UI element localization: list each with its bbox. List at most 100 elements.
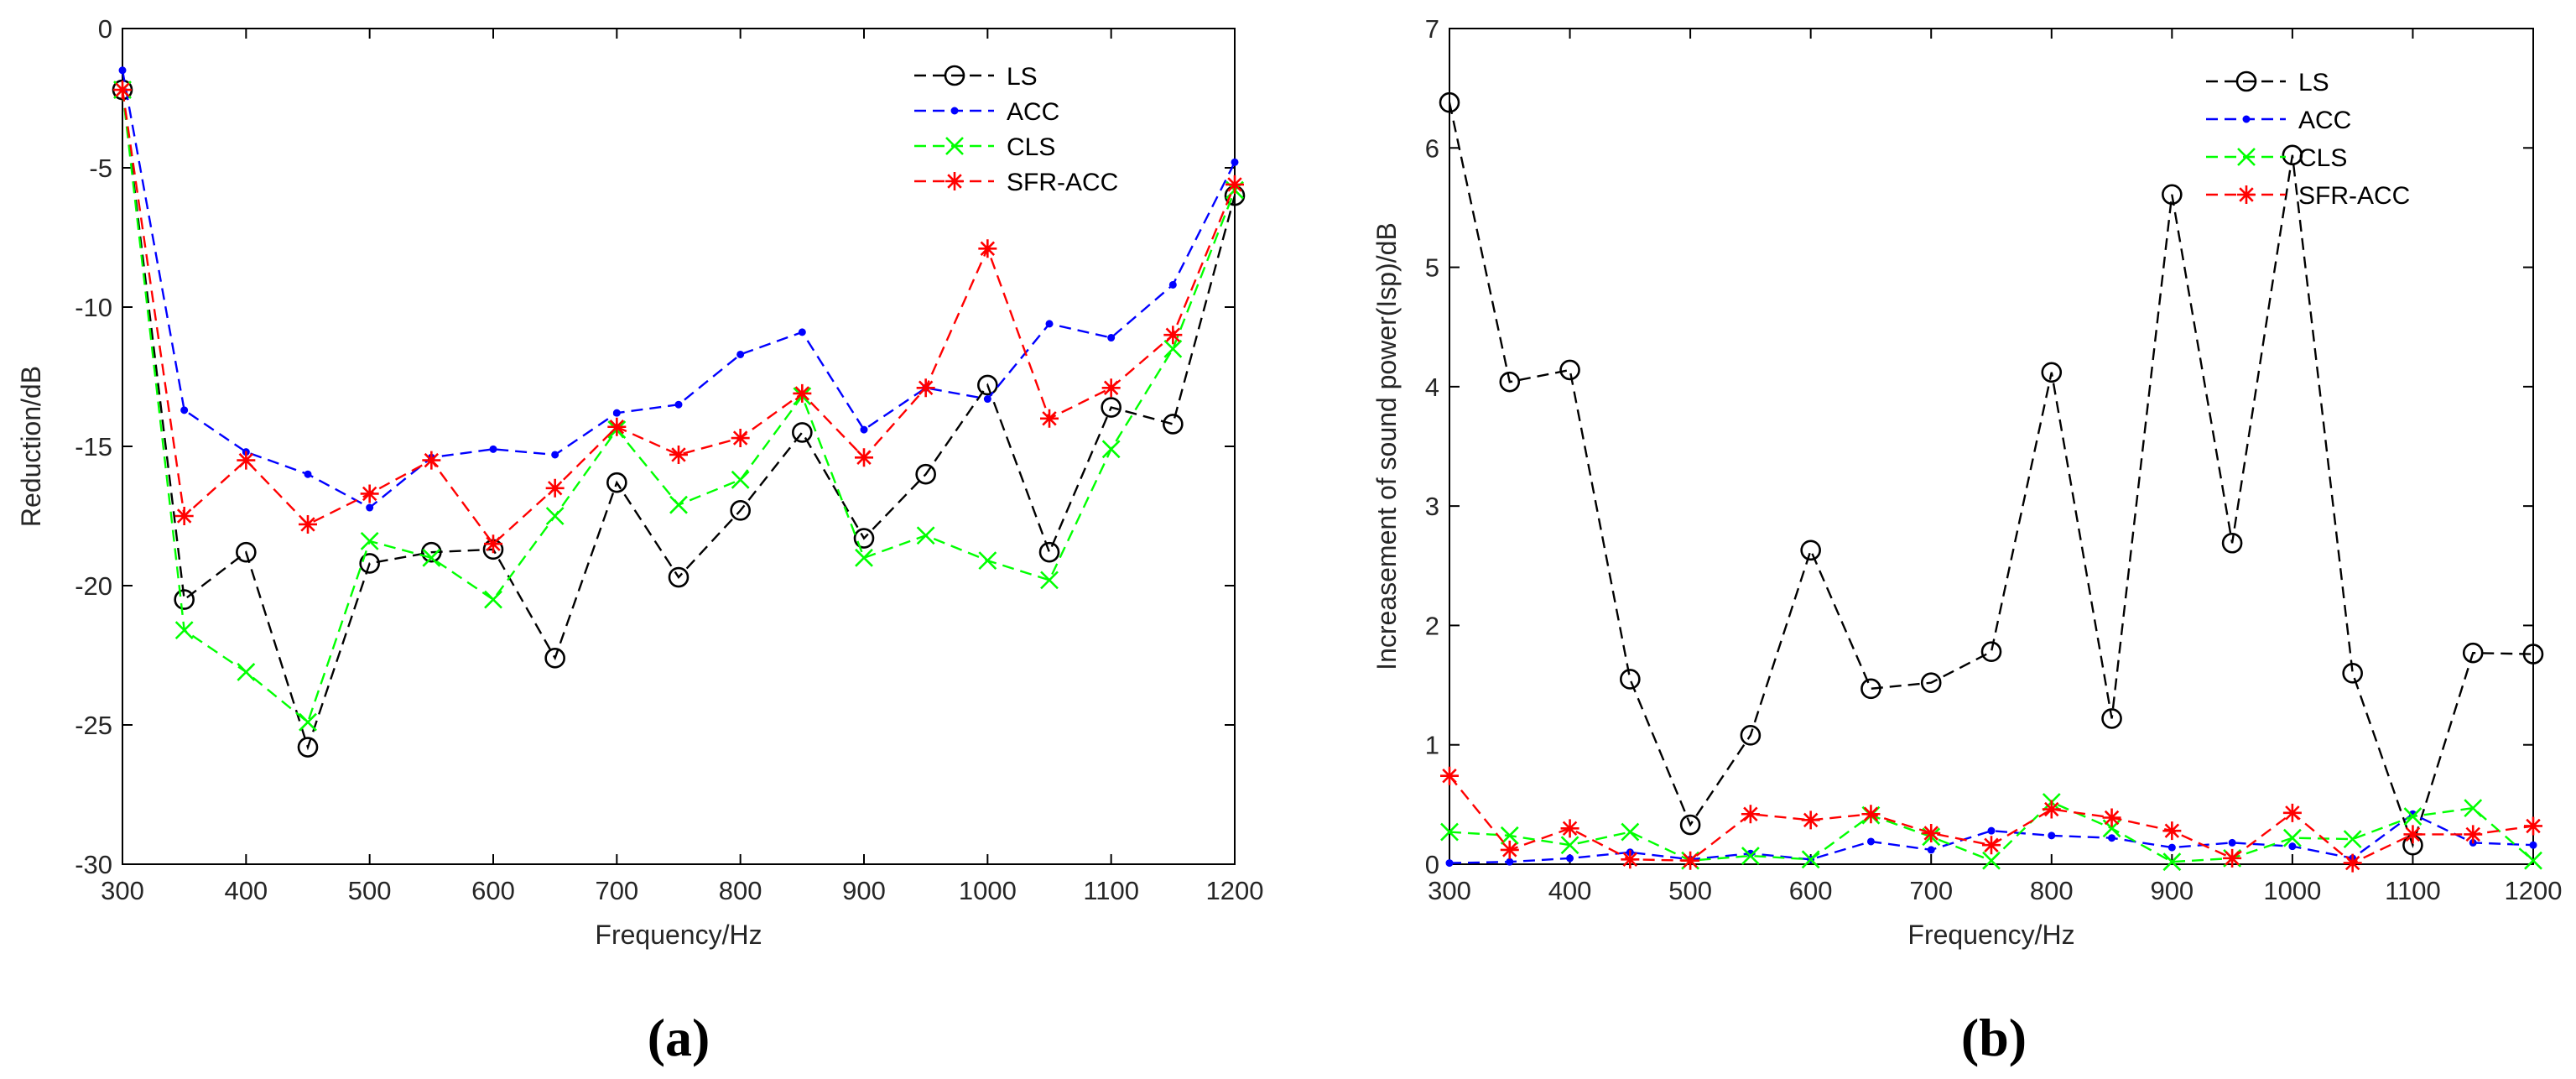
x-tick-label: 300 bbox=[101, 876, 144, 905]
legend-label-cls: CLS bbox=[1007, 133, 1055, 161]
data-point-acc bbox=[118, 66, 127, 75]
data-point-acc bbox=[2167, 843, 2176, 852]
legend-label-ls: LS bbox=[1007, 63, 1038, 91]
x-tick-label: 400 bbox=[224, 876, 268, 905]
data-point-ls bbox=[730, 500, 751, 521]
data-point-sfr-acc bbox=[2282, 803, 2302, 822]
data-point-ls bbox=[236, 541, 257, 563]
y-axis-label: Increasement of sound power(Isp)/dB bbox=[1371, 222, 1402, 670]
data-point-ls bbox=[174, 589, 195, 610]
data-point-sfr-acc bbox=[2162, 821, 2182, 841]
data-point-ls bbox=[1620, 669, 1641, 690]
data-point-ls bbox=[1439, 91, 1460, 113]
data-point-ls bbox=[668, 566, 690, 588]
x-tick-label: 700 bbox=[1909, 876, 1953, 905]
data-point-sfr-acc bbox=[2524, 816, 2542, 836]
y-tick-label: 1 bbox=[1425, 731, 1439, 760]
panel-label: (b) bbox=[1961, 1008, 2027, 1067]
data-point-acc bbox=[366, 503, 374, 512]
data-point-ls bbox=[2162, 184, 2183, 206]
data-point-ls bbox=[792, 422, 813, 443]
data-point-cls bbox=[2464, 799, 2483, 818]
data-point-cls bbox=[731, 470, 750, 489]
data-point-cls bbox=[669, 495, 688, 514]
data-point-ls bbox=[2041, 362, 2063, 383]
x-tick-label: 300 bbox=[1428, 876, 1471, 905]
data-point-cls bbox=[2403, 807, 2422, 826]
data-point-acc bbox=[1168, 280, 1177, 289]
data-point-acc bbox=[2048, 831, 2056, 840]
data-point-sfr-acc bbox=[2102, 808, 2121, 827]
data-point-acc bbox=[736, 350, 745, 358]
data-point-ls bbox=[1163, 414, 1184, 435]
x-tick-label: 700 bbox=[595, 876, 638, 905]
data-point-acc bbox=[2288, 842, 2297, 851]
data-point-ls bbox=[1559, 359, 1580, 381]
x-tick-label: 400 bbox=[1548, 876, 1592, 905]
x-axis-label: Frequency/Hz bbox=[1907, 920, 2074, 950]
data-point-sfr-acc bbox=[1500, 840, 1519, 859]
data-point-ls bbox=[2282, 144, 2303, 166]
data-point-acc bbox=[860, 425, 868, 434]
data-point-ls bbox=[2462, 642, 2484, 664]
data-point-sfr-acc bbox=[793, 383, 812, 403]
data-point-cls bbox=[422, 548, 441, 567]
data-point-sfr-acc bbox=[916, 378, 935, 398]
y-tick-label: -20 bbox=[75, 571, 112, 601]
data-point-ls bbox=[1038, 541, 1060, 563]
data-point-sfr-acc bbox=[1982, 836, 2001, 855]
legend: LS ACC CLS SFR-ACC bbox=[2206, 69, 2410, 210]
data-point-acc bbox=[1987, 826, 1996, 835]
y-tick-label: 0 bbox=[1425, 850, 1439, 879]
series-ls bbox=[112, 79, 1246, 758]
data-point-cls bbox=[2343, 830, 2362, 849]
data-point-acc bbox=[2529, 841, 2537, 849]
data-point-acc bbox=[304, 470, 312, 478]
legend-marker-ls bbox=[2235, 70, 2257, 92]
data-point-ls bbox=[606, 472, 627, 493]
data-point-ls bbox=[1860, 678, 1881, 700]
data-point-ls bbox=[1920, 672, 1942, 694]
data-point-sfr-acc bbox=[1560, 819, 1579, 838]
y-tick-label: -25 bbox=[75, 711, 112, 740]
data-point-acc bbox=[674, 400, 683, 409]
data-point-cls bbox=[978, 551, 997, 571]
data-point-cls bbox=[855, 548, 873, 567]
data-point-sfr-acc bbox=[360, 484, 379, 503]
x-tick-label: 800 bbox=[719, 876, 762, 905]
data-point-sfr-acc bbox=[422, 451, 441, 470]
data-point-cls bbox=[299, 712, 317, 732]
x-tick-label: 1200 bbox=[1206, 876, 1264, 905]
x-tick-label: 600 bbox=[471, 876, 515, 905]
x-tick-label: 900 bbox=[842, 876, 886, 905]
y-tick-label: 2 bbox=[1425, 611, 1439, 640]
data-point-acc bbox=[1866, 837, 1875, 846]
data-point-acc bbox=[1231, 158, 1239, 166]
data-point-sfr-acc bbox=[1440, 766, 1459, 785]
x-tick-label: 1000 bbox=[2263, 876, 2321, 905]
data-point-cls bbox=[174, 621, 194, 640]
y-tick-label: 6 bbox=[1425, 133, 1439, 163]
data-point-cls bbox=[1040, 571, 1059, 590]
data-point-cls bbox=[2282, 828, 2302, 847]
data-point-sfr-acc bbox=[2042, 800, 2061, 819]
data-point-sfr-acc bbox=[607, 417, 627, 436]
data-point-cls bbox=[1560, 836, 1579, 855]
data-point-sfr-acc bbox=[237, 451, 256, 470]
series-line-ls bbox=[121, 89, 1236, 751]
data-point-acc bbox=[180, 406, 189, 414]
data-point-sfr-acc bbox=[299, 514, 317, 534]
data-point-cls bbox=[1101, 440, 1121, 459]
x-tick-label: 500 bbox=[1668, 876, 1712, 905]
panel-label: (a) bbox=[648, 1008, 710, 1067]
data-point-ls bbox=[544, 648, 565, 669]
data-point-cls bbox=[237, 663, 256, 681]
x-tick-label: 1100 bbox=[1083, 876, 1139, 905]
data-point-cls bbox=[1621, 822, 1640, 842]
data-point-sfr-acc bbox=[484, 534, 502, 554]
data-point-sfr-acc bbox=[1101, 378, 1121, 398]
y-tick-label: 5 bbox=[1425, 253, 1439, 283]
y-tick-label: -30 bbox=[75, 850, 112, 879]
data-point-sfr-acc bbox=[2464, 825, 2483, 844]
